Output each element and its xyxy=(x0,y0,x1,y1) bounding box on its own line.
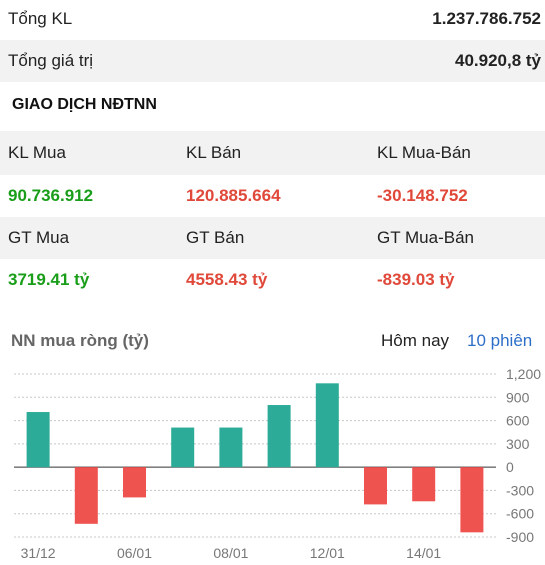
total-value-value: 40.920,8 tỷ xyxy=(454,51,541,70)
total-value-row: Tổng giá trị 40.920,8 tỷ xyxy=(0,40,545,82)
volume-value-row: 90.736.912 120.885.664 -30.148.752 xyxy=(0,175,545,217)
bar-positive xyxy=(315,383,339,468)
bar-negative xyxy=(460,467,484,533)
sell-value-label: GT Bán xyxy=(186,228,245,247)
net-volume-label: KL Mua-Bán xyxy=(377,143,471,162)
x-tick-label: 31/12 xyxy=(21,545,56,561)
buy-volume-label: KL Mua xyxy=(8,143,66,162)
volume-header-row: KL Mua KL Bán KL Mua-Bán xyxy=(0,131,545,175)
bar-positive xyxy=(26,412,50,468)
x-tick-label: 06/01 xyxy=(117,545,152,561)
net-value-value: -839.03 tỷ xyxy=(377,270,455,289)
y-tick-label: 900 xyxy=(506,389,530,405)
bar-positive xyxy=(267,405,291,468)
sell-value-value: 4558.43 tỷ xyxy=(186,270,268,289)
total-volume-row: Tổng KL 1.237.786.752 xyxy=(0,0,545,38)
bar-negative xyxy=(74,467,98,524)
net-value-label: GT Mua-Bán xyxy=(377,228,475,247)
buy-value-value: 3719.41 tỷ xyxy=(8,270,90,289)
bar-negative xyxy=(123,467,146,498)
tab-today[interactable]: Hôm nay xyxy=(381,331,450,350)
y-tick-label: 0 xyxy=(506,459,514,475)
bar-positive xyxy=(171,427,195,468)
bar-positive xyxy=(219,427,243,468)
sell-volume-label: KL Bán xyxy=(186,143,242,162)
foreign-trading-title: GIAO DỊCH NĐTNN xyxy=(12,96,157,113)
x-tick-label: 14/01 xyxy=(406,545,441,561)
y-tick-label: -600 xyxy=(506,506,534,522)
total-volume-label: Tổng KL xyxy=(8,9,73,28)
sell-volume-value: 120.885.664 xyxy=(186,186,281,205)
value-value-row: 3719.41 tỷ 4558.43 tỷ -839.03 tỷ xyxy=(0,259,545,301)
buy-volume-value: 90.736.912 xyxy=(8,186,94,205)
y-tick-label: 1,200 xyxy=(506,366,541,382)
bar-negative xyxy=(364,467,387,505)
y-tick-label: -900 xyxy=(506,529,534,545)
x-tick-label: 08/01 xyxy=(213,545,248,561)
value-header-row: GT Mua GT Bán GT Mua-Bán xyxy=(0,217,545,259)
net-volume-value: -30.148.752 xyxy=(377,186,468,205)
y-tick-label: -300 xyxy=(506,482,534,498)
x-tick-label: 12/01 xyxy=(310,545,345,561)
chart-title: NN mua ròng (tỷ) xyxy=(11,331,149,350)
y-tick-label: 300 xyxy=(506,436,530,452)
net-buy-chart: 1,200 900 600 300 0 -300 -600 -900 31/12 06/01 08/… xyxy=(14,366,541,561)
buy-value-label: GT Mua xyxy=(8,228,70,247)
bar-negative xyxy=(412,467,436,502)
total-volume-value: 1.237.786.752 xyxy=(432,9,541,28)
total-value-label: Tổng giá trị xyxy=(8,51,94,70)
y-tick-label: 600 xyxy=(506,413,530,429)
tab-10-sessions[interactable]: 10 phiên xyxy=(467,331,533,350)
